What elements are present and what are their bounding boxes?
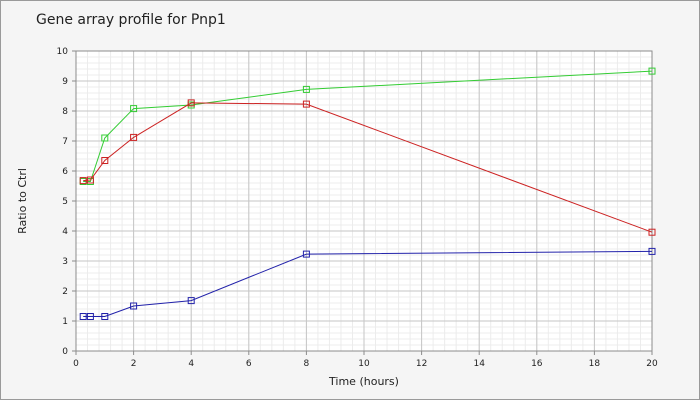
data-point-marker [101, 157, 109, 164]
data-point-marker [101, 313, 109, 320]
y-tick-label: 8 [62, 107, 68, 117]
x-axis-title: Time (hours) [328, 375, 399, 388]
data-point-marker [101, 134, 109, 142]
x-tick-label: 2 [131, 359, 137, 369]
x-tick-label: 14 [473, 359, 485, 369]
x-tick-label: 0 [73, 359, 79, 369]
y-tick-label: 2 [62, 287, 68, 297]
data-point-marker [130, 133, 138, 141]
data-point-marker [302, 85, 310, 93]
x-tick-label: 10 [358, 359, 370, 369]
data-point-marker [130, 105, 138, 113]
data-point-marker [79, 177, 87, 185]
x-tick-label: 12 [416, 359, 427, 369]
x-tick-label: 18 [589, 359, 601, 369]
data-point-marker [648, 247, 656, 255]
data-point-marker [648, 228, 656, 236]
data-point-marker [302, 250, 310, 258]
y-tick-label: 3 [62, 257, 68, 267]
y-tick-label: 5 [62, 197, 68, 207]
x-axis-ticks: 0 2 4 6 8 10 12 14 16 18 20 [73, 351, 658, 369]
y-axis-title: Ratio to Ctrl [16, 168, 29, 234]
y-tick-label: 4 [62, 227, 68, 237]
data-point-marker [86, 176, 94, 184]
x-tick-label: 8 [304, 359, 310, 369]
data-point-marker [86, 313, 94, 320]
data-point-marker [302, 100, 310, 108]
data-point-marker [187, 99, 195, 107]
series-layer [79, 67, 656, 320]
data-point-marker [79, 313, 87, 320]
y-tick-label: 9 [62, 77, 68, 87]
series-2 [79, 99, 656, 236]
series-line [83, 70, 653, 182]
y-tick-label: 10 [57, 47, 69, 57]
series-line [83, 102, 653, 233]
series-3 [79, 247, 656, 320]
x-tick-label: 4 [188, 359, 194, 369]
x-tick-label: 20 [646, 359, 658, 369]
y-tick-label: 6 [62, 167, 68, 177]
x-tick-label: 6 [246, 359, 252, 369]
data-point-marker [187, 297, 195, 305]
x-tick-label: 16 [531, 359, 543, 369]
data-point-marker [130, 302, 138, 310]
data-point-marker [648, 67, 656, 75]
y-tick-label: 1 [62, 317, 68, 327]
y-tick-label: 0 [62, 347, 68, 357]
series-line [83, 250, 653, 317]
chart-title: Gene array profile for Pnp1 [36, 12, 226, 28]
y-tick-label: 7 [62, 137, 68, 147]
y-axis-ticks: 0 1 2 3 4 5 6 7 8 9 10 [57, 47, 76, 357]
